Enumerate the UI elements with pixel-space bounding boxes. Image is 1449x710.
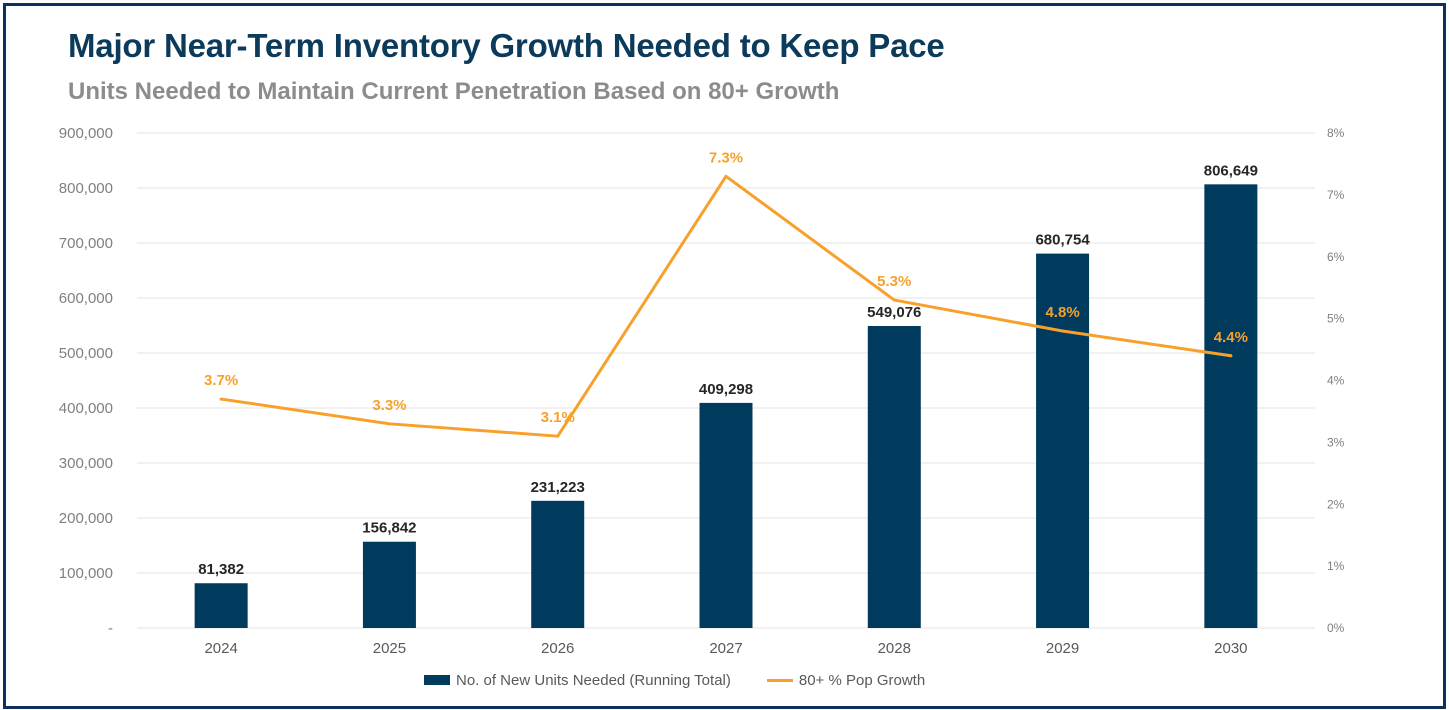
bar-value-label: 680,754 [1035, 232, 1090, 249]
left-tick-label: 700,000 [59, 235, 113, 252]
chart-title: Major Near-Term Inventory Growth Needed … [68, 27, 945, 64]
left-tick-label: 600,000 [59, 290, 113, 307]
bar-value-label: 549,076 [867, 304, 921, 321]
bar [1036, 253, 1090, 628]
x-tick-label: 2027 [709, 640, 742, 657]
right-tick-label: 1% [1327, 559, 1345, 573]
line-value-label: 5.3% [877, 273, 911, 290]
line-value-label: 3.3% [372, 397, 406, 414]
line-value-label: 3.7% [204, 372, 238, 389]
x-axis: 2024 2025 2026 2027 2028 2029 2030 [204, 640, 1247, 657]
line-point [556, 434, 560, 438]
right-tick-label: 2% [1327, 497, 1345, 511]
x-tick-label: 2025 [373, 640, 406, 657]
line-point [387, 422, 391, 426]
chart-subtitle: Units Needed to Maintain Current Penetra… [68, 78, 840, 105]
legend-item-pop-growth: 80+ % Pop Growth [766, 671, 926, 689]
line-point [1061, 329, 1065, 333]
legend-label-pop-growth: 80+ % Pop Growth [798, 671, 926, 689]
left-tick-label: 800,000 [59, 180, 113, 197]
bar [531, 500, 585, 628]
line-series: 3.7% 3.3% 3.1% 7.3% 5.3% 4.8% 4.4% [204, 149, 1248, 438]
chart-legend: No. of New Units Needed (Running Total) … [424, 670, 961, 690]
right-y-axis: 0% 1% 2% 3% 4% 5% 6% 7% 8% [1327, 126, 1345, 635]
line-value-label: 7.3% [709, 149, 743, 166]
bar [699, 402, 753, 628]
bar [1204, 184, 1258, 628]
x-tick-label: 2028 [878, 640, 911, 657]
right-tick-label: 8% [1327, 126, 1345, 140]
left-tick-label: 900,000 [59, 125, 113, 142]
bar [194, 583, 248, 628]
left-tick-label: 200,000 [59, 510, 113, 527]
bar-value-label: 231,223 [531, 479, 585, 496]
legend-label-units: No. of New Units Needed (Running Total) [456, 671, 731, 689]
x-tick-label: 2026 [541, 640, 574, 657]
line-value-label: 4.8% [1045, 304, 1079, 321]
line-point [219, 397, 223, 401]
bar-value-label: 156,842 [362, 520, 416, 537]
line-value-label: 3.1% [541, 409, 575, 426]
bar-value-label: 409,298 [699, 381, 753, 398]
line-point [892, 298, 896, 302]
line-point [1229, 354, 1233, 358]
left-tick-label: 100,000 [59, 565, 113, 582]
left-tick-label: 400,000 [59, 400, 113, 417]
legend-swatch-line [766, 678, 793, 682]
right-tick-label: 7% [1327, 188, 1345, 202]
left-tick-label: 300,000 [59, 455, 113, 472]
left-tick-label: 500,000 [59, 345, 113, 362]
x-tick-label: 2024 [204, 640, 237, 657]
legend-swatch-bar [424, 675, 450, 685]
right-tick-label: 4% [1327, 374, 1345, 388]
bar-value-label: 81,382 [198, 561, 244, 578]
bar-value-label: 806,649 [1204, 162, 1258, 179]
bar-series: 81,382 156,842 231,223 409,298 549,076 680,75… [194, 162, 1258, 628]
bar [867, 326, 921, 628]
right-tick-label: 5% [1327, 312, 1345, 326]
x-tick-label: 2030 [1214, 640, 1247, 657]
right-tick-label: 3% [1327, 435, 1345, 449]
x-tick-label: 2029 [1046, 640, 1079, 657]
left-y-axis: - 100,000 200,000 300,000 400,000 500,000 600,… [59, 125, 113, 637]
right-tick-label: 6% [1327, 250, 1345, 264]
left-tick-label: - [108, 620, 113, 637]
bar [362, 541, 416, 628]
legend-item-units: No. of New Units Needed (Running Total) [424, 672, 731, 689]
right-tick-label: 0% [1327, 621, 1345, 635]
line-value-label: 4.4% [1214, 329, 1248, 346]
line-point [724, 174, 728, 178]
